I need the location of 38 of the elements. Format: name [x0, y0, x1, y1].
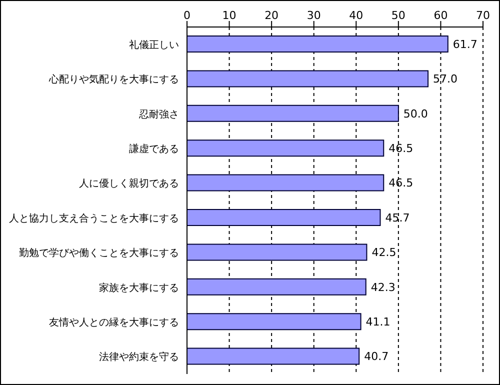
data-label: 50.0	[403, 107, 428, 120]
data-label: 57.0	[433, 72, 458, 86]
y-tick-label: 忍耐強さ	[138, 108, 179, 120]
bar	[187, 244, 368, 261]
bar	[187, 278, 366, 296]
data-label: 42.5	[372, 246, 396, 260]
y-tick-label: 法律や約束を守る	[99, 351, 179, 364]
bar	[187, 174, 384, 192]
y-tick-label: 友情や人との縁を大事にする	[49, 316, 179, 328]
data-label: 42.3	[370, 280, 396, 294]
y-tick-label: 家族を大事にする	[99, 282, 179, 294]
data-label: 46.5	[388, 142, 414, 156]
bar	[187, 348, 360, 365]
y-tick-label: 人に優しく親切である	[79, 178, 179, 190]
bar	[187, 36, 448, 52]
y-tick-label: 人と協力し支え合うことを大事にする	[9, 212, 179, 224]
x-tick-label: 40	[349, 9, 364, 22]
x-tick-label: 10	[222, 9, 236, 22]
x-tick-label: 0	[184, 9, 190, 22]
y-tick-label: 心配りや気配りを大事にする	[48, 74, 179, 86]
x-tick-label: 20	[264, 9, 279, 22]
y-tick-label: 勤勉で学びや働くことを大事にする	[19, 247, 179, 260]
bar	[187, 70, 429, 88]
x-tick-label: 60	[434, 9, 448, 22]
data-label: 46.5	[388, 176, 414, 190]
x-tick-label: 50	[391, 9, 406, 22]
y-tick-label: 謙虚である	[129, 143, 179, 155]
bar	[187, 104, 399, 122]
x-tick-label: 70	[476, 9, 490, 22]
x-tick-label: 30	[306, 9, 321, 22]
data-label: 61.7	[452, 38, 478, 51]
data-label: 45.7	[385, 211, 410, 224]
data-label: 41.1	[366, 316, 390, 329]
bar	[187, 140, 384, 157]
y-tick-label: 礼儀正しい	[129, 38, 179, 51]
bar	[187, 209, 381, 226]
bar	[187, 313, 362, 330]
data-label: 40.7	[364, 350, 389, 364]
